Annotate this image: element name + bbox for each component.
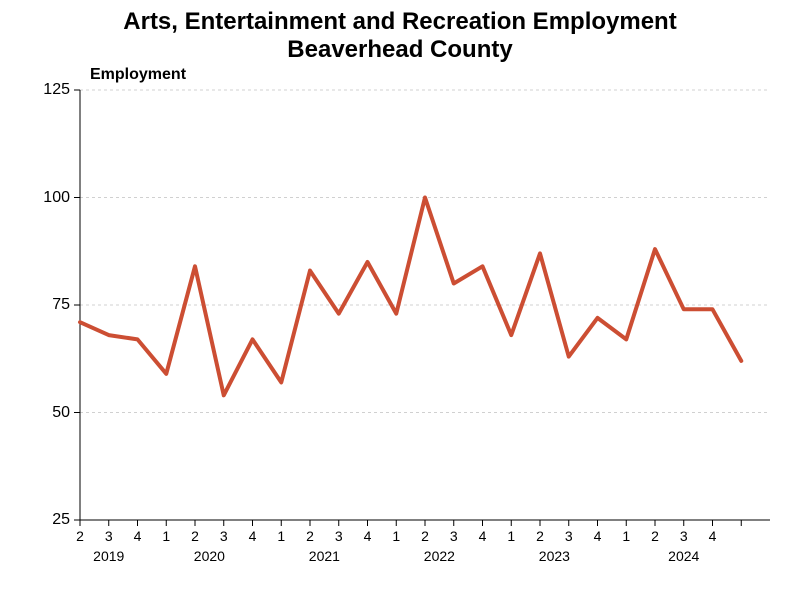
y-axis-label: Employment [90, 66, 186, 84]
x-tick-label: 3 [99, 528, 119, 544]
x-tick-label: 4 [588, 528, 608, 544]
x-year-label: 2019 [79, 548, 139, 564]
chart-container: Arts, Entertainment and Recreation Emplo… [0, 0, 800, 600]
plot-svg [80, 90, 770, 520]
chart-title-line2: Beaverhead County [0, 36, 800, 64]
plot-area [80, 90, 770, 520]
x-tick-label: 4 [358, 528, 378, 544]
x-tick-label: 1 [386, 528, 406, 544]
y-tick-label: 50 [30, 404, 70, 422]
y-tick-label: 75 [30, 296, 70, 314]
x-tick-label: 3 [329, 528, 349, 544]
y-tick-label: 100 [30, 189, 70, 207]
x-tick-label: 1 [501, 528, 521, 544]
y-tick-label: 25 [30, 511, 70, 529]
x-tick-label: 3 [214, 528, 234, 544]
x-year-label: 2020 [179, 548, 239, 564]
x-tick-label: 4 [473, 528, 493, 544]
x-tick-label: 3 [559, 528, 579, 544]
x-tick-label: 4 [703, 528, 723, 544]
x-year-label: 2022 [409, 548, 469, 564]
x-tick-label: 2 [300, 528, 320, 544]
x-year-label: 2023 [524, 548, 584, 564]
x-tick-label: 1 [616, 528, 636, 544]
x-tick-label: 2 [415, 528, 435, 544]
x-tick-label: 2 [185, 528, 205, 544]
y-tick-label: 125 [30, 81, 70, 99]
x-tick-label: 2 [70, 528, 90, 544]
x-tick-label: 3 [674, 528, 694, 544]
x-tick-label: 2 [645, 528, 665, 544]
data-line [80, 198, 741, 396]
x-tick-label: 3 [444, 528, 464, 544]
x-year-label: 2021 [294, 548, 354, 564]
x-tick-label: 1 [156, 528, 176, 544]
x-tick-label: 4 [128, 528, 148, 544]
x-tick-label: 4 [243, 528, 263, 544]
chart-title-line1: Arts, Entertainment and Recreation Emplo… [0, 8, 800, 36]
chart-title: Arts, Entertainment and Recreation Emplo… [0, 8, 800, 63]
x-tick-label: 2 [530, 528, 550, 544]
x-year-label: 2024 [654, 548, 714, 564]
x-tick-label: 1 [271, 528, 291, 544]
